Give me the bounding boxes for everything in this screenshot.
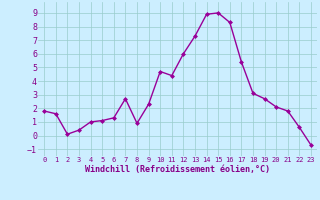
X-axis label: Windchill (Refroidissement éolien,°C): Windchill (Refroidissement éolien,°C) [85,165,270,174]
